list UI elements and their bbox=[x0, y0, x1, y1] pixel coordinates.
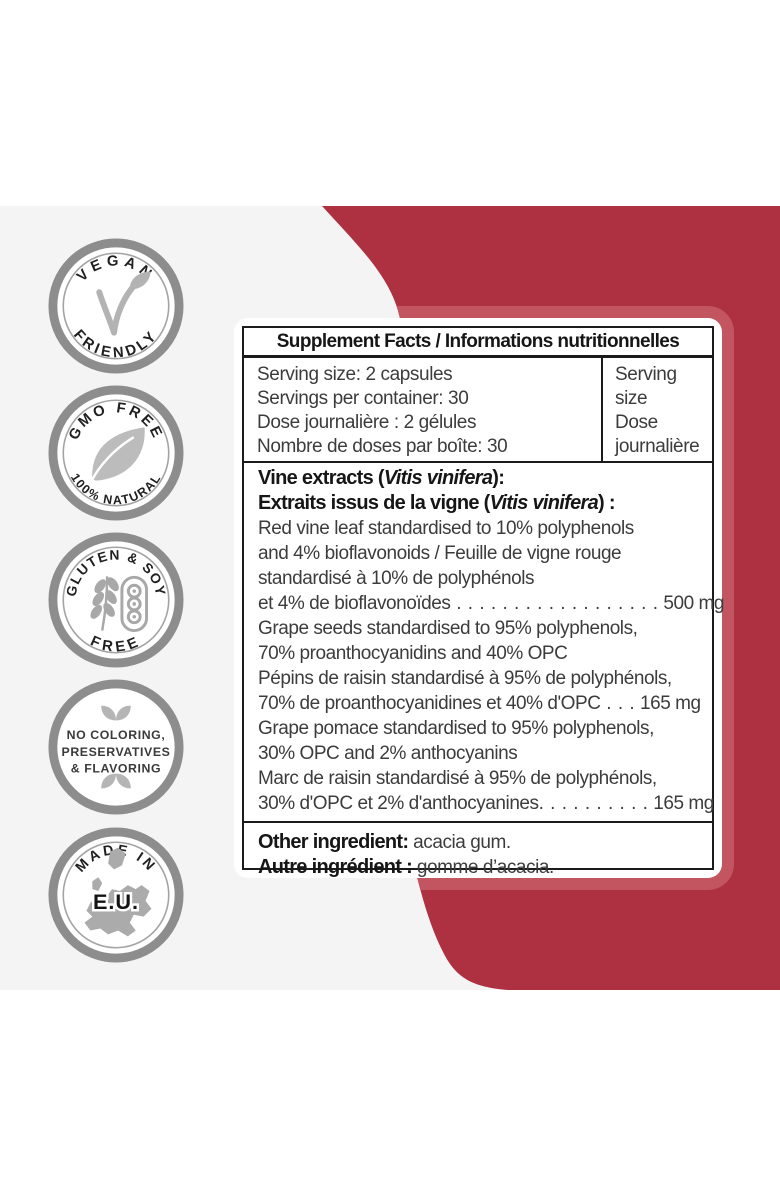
supplement-facts-panel: Supplement Facts / Informations nutritio… bbox=[234, 318, 725, 878]
badge-center-label: E.U. bbox=[93, 889, 139, 914]
leaf-icon bbox=[90, 427, 145, 483]
facts-table: Supplement Facts / Informations nutritio… bbox=[242, 326, 725, 878]
ingredient-line: 70% de proanthocyanidines et 40% d'OPC .… bbox=[258, 693, 701, 714]
facts-title: Supplement Facts / Informations nutritio… bbox=[244, 328, 712, 358]
badge-line-3: & FLAVORING bbox=[71, 762, 161, 776]
wheat-soy-pod-icon bbox=[90, 575, 149, 633]
serving-section: Serving size: 2 capsules Servings per con… bbox=[244, 358, 712, 463]
ingredient-line: et 4% de bioflavonoïdes . . . . . . . . … bbox=[258, 593, 725, 614]
ingredient-line: Vine extracts (Vitis vinifera): bbox=[258, 467, 505, 489]
ingredient-line: 30% OPC and 2% anthocyanins bbox=[258, 743, 518, 764]
serving-row: Dose journalière : 2 gélules bbox=[257, 412, 477, 433]
serving-side-line: journalière bbox=[615, 436, 700, 457]
badge-no-additives: NO COLORING, PRESERVATIVES & FLAVORING bbox=[47, 678, 185, 816]
serving-side-column: Serving size Dose journalière bbox=[603, 358, 712, 461]
leaves-icon bbox=[101, 705, 131, 789]
badge-inner-ring bbox=[62, 252, 170, 360]
ingredient-line: 30% d'OPC et 2% d'anthocyanines. . . . .… bbox=[258, 793, 714, 814]
ingredient-line: Red vine leaf standardised to 10% polyph… bbox=[258, 518, 634, 539]
ingredient-line: and 4% bioflavonoids / Feuille de vigne … bbox=[258, 543, 622, 564]
badge-ring bbox=[48, 679, 184, 815]
serving-info-column: Serving size: 2 capsules Servings per con… bbox=[244, 358, 603, 461]
serving-row: Servings per container: 30 bbox=[257, 388, 469, 409]
badge-gluten-soy-free: GLUTEN & SOY FREE bbox=[47, 531, 185, 669]
serving-row: Serving size: 2 capsules bbox=[257, 364, 453, 385]
ingredient-line: Marc de raisin standardisé à 95% de poly… bbox=[258, 768, 657, 789]
badge-bottom-label: FREE bbox=[88, 633, 140, 655]
badge-vegan-friendly: VEGAN FRIENDLY bbox=[47, 237, 185, 375]
other-ingredient-line: Other ingredient: acacia gum. bbox=[258, 831, 511, 853]
serving-side-line: Serving bbox=[615, 364, 677, 385]
ingredient-line: standardisé à 10% de polyphénols bbox=[258, 568, 535, 589]
ingredient-line: 70% proanthocyanidins and 40% OPC bbox=[258, 643, 568, 664]
ingredient-line: Extraits issus de la vigne (Vitis vinife… bbox=[258, 492, 616, 514]
svg-text:FREE: FREE bbox=[88, 633, 144, 655]
serving-side-line: Dose bbox=[615, 412, 658, 433]
badge-line-1: NO COLORING, bbox=[67, 728, 166, 742]
badge-made-in-eu: MADE IN E.U. bbox=[47, 826, 185, 964]
ingredients-section: Vine extracts (Vitis vinifera): Extraits … bbox=[244, 463, 725, 823]
other-ingredients-section: Other ingredient: acacia gum. Autre ingré… bbox=[244, 823, 712, 880]
badge-line-2: PRESERVATIVES bbox=[62, 745, 171, 759]
ingredient-line: Grape seeds standardised to 95% polyphen… bbox=[258, 618, 638, 639]
badge-inner-ring bbox=[62, 399, 170, 507]
other-ingredient-line: Autre ingrédient : gomme d’acacia. bbox=[258, 856, 554, 878]
serving-row: Nombre de doses par boîte: 30 bbox=[257, 436, 508, 457]
serving-side-line: size bbox=[615, 388, 648, 409]
europe-map-icon bbox=[84, 847, 152, 937]
badge-inner-ring bbox=[62, 841, 170, 949]
badge-inner-ring bbox=[62, 546, 170, 654]
ingredient-line: Pépins de raisin standardisé à 95% de po… bbox=[258, 668, 672, 689]
vegan-sprout-icon bbox=[96, 271, 151, 336]
ingredient-line: Grape pomace standardised to 95% polyphe… bbox=[258, 718, 654, 739]
badge-gmo-free: GMO FREE 100% NATURAL bbox=[47, 384, 185, 522]
